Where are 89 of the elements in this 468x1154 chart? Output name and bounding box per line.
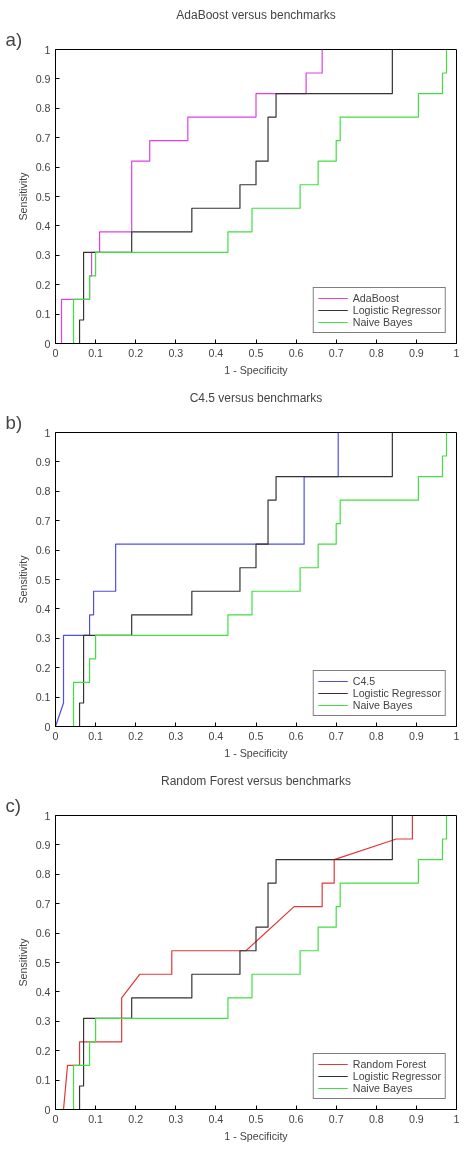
- y-tick-label: 0: [44, 720, 51, 733]
- line-series: [72, 432, 448, 727]
- x-tick-label: 0: [52, 729, 59, 742]
- chart-title: Random Forest versus benchmarks: [160, 773, 352, 788]
- x-tick-label: 0.3: [168, 1112, 184, 1125]
- x-axis-title: 1 - Specificity: [224, 746, 289, 759]
- x-tick-label: 0.9: [408, 1112, 424, 1125]
- legend-label: AdaBoost: [352, 292, 399, 304]
- legend-label: Naive Bayes: [352, 699, 413, 711]
- x-tick-label: 0.4: [208, 346, 224, 359]
- y-tick-label: 0.5: [35, 190, 51, 203]
- x-tick-label: 0.7: [328, 1112, 344, 1125]
- y-tick-label: 1: [44, 426, 51, 439]
- legend-label: Logistic Regressor: [352, 1070, 441, 1082]
- x-tick-label: 0.3: [168, 729, 184, 742]
- y-tick-label: 0.5: [35, 573, 51, 586]
- legend-label: Naive Bayes: [352, 1082, 413, 1094]
- chart-title: AdaBoost versus benchmarks: [176, 7, 336, 22]
- y-tick-label: 0.6: [35, 544, 51, 557]
- y-tick-label: 0.6: [35, 161, 51, 174]
- x-tick-label: 0.1: [88, 346, 104, 359]
- y-tick-label: 0.5: [35, 956, 51, 969]
- x-tick-label: 0.6: [288, 346, 304, 359]
- y-tick-label: 0.2: [35, 661, 51, 674]
- x-tick-label: 0.6: [288, 729, 304, 742]
- x-tick-label: 0.2: [128, 1112, 144, 1125]
- y-tick-label: 0.9: [35, 72, 51, 85]
- y-axis-title: Sensitivity: [16, 937, 29, 987]
- y-tick-label: 0: [44, 1103, 51, 1116]
- x-tick-label: 0.6: [288, 1112, 304, 1125]
- x-tick-label: 0.8: [368, 1112, 384, 1125]
- x-tick-label: 0.8: [368, 346, 384, 359]
- x-tick-label: 0: [52, 346, 59, 359]
- x-tick-label: 0.4: [208, 1112, 224, 1125]
- y-tick-label: 0.2: [35, 1044, 51, 1057]
- x-tick-label: 0.9: [408, 346, 424, 359]
- y-tick-label: 0.4: [35, 219, 51, 232]
- legend-label: Logistic Regressor: [352, 304, 441, 316]
- y-tick-label: 0.2: [35, 278, 51, 291]
- y-tick-label: 0.9: [35, 838, 51, 851]
- x-tick-label: 0.7: [328, 346, 344, 359]
- y-tick-label: 0: [44, 337, 51, 350]
- x-tick-label: 0.2: [128, 729, 144, 742]
- legend-label: Naive Bayes: [352, 316, 413, 328]
- x-tick-label: 0.5: [248, 346, 264, 359]
- y-tick-label: 0.6: [35, 927, 51, 940]
- x-tick-label: 0.5: [248, 1112, 264, 1125]
- x-tick-label: 0.4: [208, 729, 224, 742]
- legend-label: Random Forest: [352, 1058, 427, 1070]
- y-tick-label: 0.8: [35, 102, 51, 115]
- y-axis-title: Sensitivity: [16, 554, 29, 604]
- y-tick-label: 0.9: [35, 455, 51, 468]
- text: b): [5, 411, 23, 433]
- y-tick-label: 0.7: [35, 131, 51, 144]
- x-axis-title: 1 - Specificity: [224, 363, 289, 376]
- y-tick-label: 0.4: [35, 602, 51, 615]
- text: a): [5, 28, 23, 50]
- chart-title: C4.5 versus benchmarks: [189, 390, 323, 405]
- y-axis-title: Sensitivity: [16, 171, 29, 221]
- x-tick-label: 0: [52, 1112, 59, 1125]
- y-tick-label: 0.8: [35, 485, 51, 498]
- text: c): [5, 794, 22, 816]
- x-tick-label: 1: [453, 1112, 460, 1125]
- y-tick-label: 0.8: [35, 868, 51, 881]
- y-tick-label: 1: [44, 43, 51, 56]
- y-tick-label: 0.1: [35, 691, 51, 704]
- y-tick-label: 0.3: [35, 249, 51, 262]
- y-tick-label: 0.7: [35, 514, 51, 527]
- legend-label: C4.5: [352, 675, 376, 687]
- y-tick-label: 0.1: [35, 308, 51, 321]
- x-tick-label: 0.2: [128, 346, 144, 359]
- x-tick-label: 0.7: [328, 729, 344, 742]
- x-tick-label: 1: [453, 346, 460, 359]
- x-tick-label: 0.9: [408, 729, 424, 742]
- x-tick-label: 0.5: [248, 729, 264, 742]
- y-tick-label: 0.7: [35, 897, 51, 910]
- y-tick-label: 0.1: [35, 1074, 51, 1087]
- line-series: [72, 49, 448, 344]
- x-tick-label: 1: [453, 729, 460, 742]
- x-tick-label: 0.1: [88, 729, 104, 742]
- legend-label: Logistic Regressor: [352, 687, 441, 699]
- x-tick-label: 0.1: [88, 1112, 104, 1125]
- y-tick-label: 0.4: [35, 985, 51, 998]
- y-tick-label: 0.3: [35, 1015, 51, 1028]
- x-tick-label: 0.8: [368, 729, 384, 742]
- x-axis-title: 1 - Specificity: [224, 1129, 289, 1142]
- x-tick-label: 0.3: [168, 346, 184, 359]
- y-tick-label: 1: [44, 809, 51, 822]
- y-tick-label: 0.3: [35, 632, 51, 645]
